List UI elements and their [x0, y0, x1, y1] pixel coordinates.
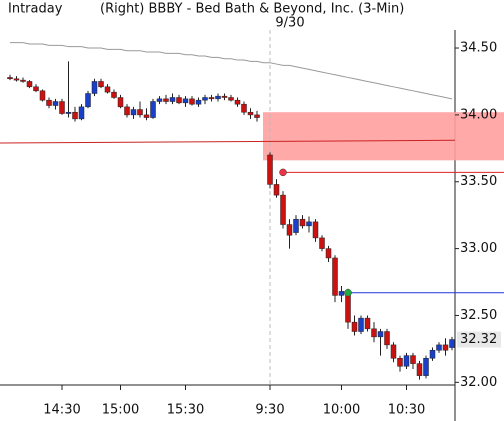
- candle-body: [221, 95, 228, 98]
- candle-body: [364, 317, 371, 330]
- candle-body: [195, 99, 202, 105]
- level-marker: [279, 168, 287, 177]
- candle-body: [247, 111, 254, 116]
- candle-body: [130, 109, 137, 116]
- candle-body: [143, 114, 150, 118]
- candle-body: [306, 221, 312, 227]
- last-price-label: 32.32: [460, 332, 497, 347]
- candle-body: [202, 97, 208, 101]
- candle-body: [273, 184, 280, 196]
- x-tick-label: 9:30: [255, 403, 284, 418]
- candle-body: [286, 224, 293, 236]
- candle-body: [436, 344, 442, 351]
- candle-body: [299, 218, 306, 227]
- candle-body: [234, 99, 241, 105]
- candle-body: [182, 98, 189, 104]
- candle-body: [111, 91, 117, 98]
- candle-body: [351, 321, 358, 332]
- candle-body: [312, 221, 319, 239]
- candle-body: [13, 78, 20, 81]
- y-tick-label: 33.50: [460, 174, 497, 189]
- candle-body: [124, 106, 130, 116]
- candle-body: [104, 86, 111, 93]
- candle-body: [52, 101, 59, 106]
- candle-body: [228, 97, 234, 101]
- candle-body: [280, 194, 286, 225]
- x-tick-label: 10:30: [388, 403, 425, 418]
- zone: [263, 112, 504, 161]
- x-tick-label: 14:30: [43, 403, 80, 418]
- candle-body: [416, 363, 423, 376]
- level-marker: [344, 288, 352, 297]
- candle-body: [338, 291, 345, 296]
- candle-body: [429, 349, 436, 359]
- candle-body: [26, 81, 33, 88]
- candle-body: [403, 355, 410, 367]
- candle-body: [7, 77, 13, 80]
- candle-body: [150, 101, 156, 118]
- candle-body: [156, 98, 163, 102]
- candle-body: [85, 93, 91, 108]
- y-tick-label: 32.50: [460, 308, 497, 323]
- candle-body: [332, 257, 338, 296]
- y-tick-label: 34.00: [460, 107, 497, 122]
- candle-body: [325, 248, 332, 259]
- candle-body: [91, 81, 98, 94]
- candle-body: [215, 95, 221, 100]
- candle-body: [78, 106, 85, 120]
- y-tick-label: 32.00: [460, 375, 497, 390]
- candle-body: [267, 154, 273, 185]
- candle-body: [293, 218, 299, 233]
- candle-body: [377, 331, 384, 338]
- candle-body: [137, 109, 143, 116]
- header-left: Intraday: [8, 2, 63, 17]
- candle-body: [169, 97, 176, 102]
- candle-body: [163, 98, 169, 102]
- moving-average: [10, 42, 453, 100]
- candle-body: [46, 99, 52, 106]
- candle-body: [59, 101, 65, 114]
- x-tick-label: 15:00: [102, 403, 139, 418]
- candle-body: [358, 317, 364, 332]
- candle-body: [442, 344, 449, 351]
- y-tick-label: 33.00: [460, 241, 497, 256]
- candle-body: [176, 97, 182, 104]
- candle-body: [189, 98, 195, 105]
- candle-body: [98, 81, 104, 88]
- candle-body: [397, 358, 403, 367]
- candle-body: [208, 97, 215, 100]
- candle-body: [319, 237, 325, 249]
- candle-body: [371, 328, 377, 338]
- chart-title: (Right) BBBY - Bed Bath & Beyond, Inc. (…: [100, 2, 404, 17]
- x-tick-label: 10:00: [323, 403, 360, 418]
- candle-body: [254, 114, 260, 118]
- candle-body: [72, 111, 78, 120]
- candle-body: [410, 355, 416, 364]
- session-label: 9/30: [275, 16, 304, 31]
- candle-body: [449, 339, 455, 348]
- candle-body: [117, 97, 124, 108]
- candle-body: [390, 344, 397, 359]
- reference-line: [0, 139, 456, 144]
- candle-body: [33, 86, 39, 92]
- candle-body: [65, 111, 72, 114]
- candle-body: [39, 90, 46, 101]
- candle-body: [423, 358, 429, 376]
- last-price-box: [457, 331, 501, 348]
- x-tick-label: 15:30: [167, 403, 204, 418]
- candle-body: [241, 103, 247, 113]
- y-tick-label: 34.50: [460, 41, 497, 56]
- candle-body: [384, 331, 390, 346]
- candle-body: [20, 79, 26, 82]
